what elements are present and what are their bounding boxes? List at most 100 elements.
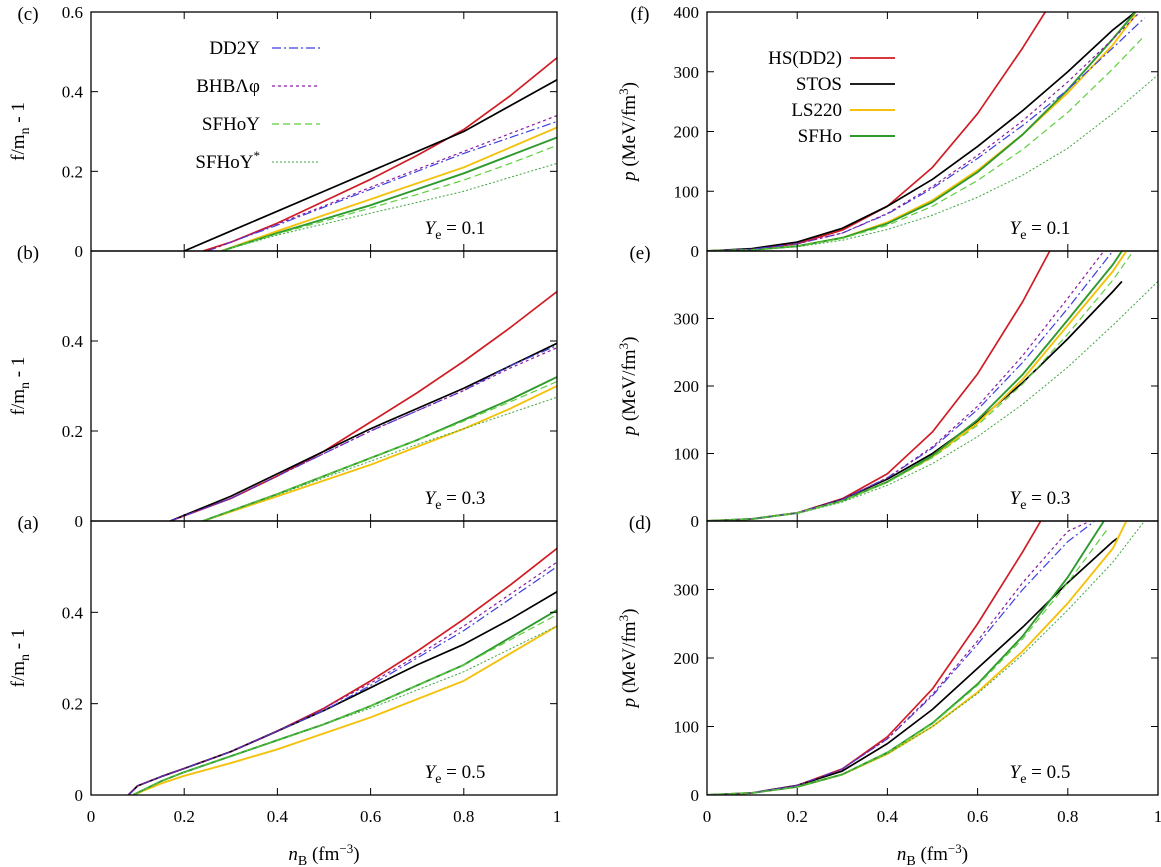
y-label-close: ) (619, 82, 640, 88)
ye-subscript: e (1020, 228, 1026, 243)
series-line-bhb (707, 251, 1105, 521)
series-line-ls220 (132, 625, 557, 795)
ye-subscript: e (1020, 772, 1026, 787)
x-label-close: ) (353, 844, 359, 865)
y-label-main: p (619, 426, 640, 438)
y-tick-label: 300 (674, 63, 700, 82)
series-line-stos (183, 78, 557, 251)
y-label-exp: 3 (616, 88, 631, 95)
series-line-sfhoy (707, 74, 1158, 251)
y-tick-label: 0 (75, 512, 84, 531)
y-tick-label: 300 (674, 581, 700, 600)
y-tick-label: 400 (674, 3, 700, 22)
x-tick-label: 0.4 (877, 807, 899, 826)
ye-value: = 0.5 (1026, 762, 1070, 783)
ye-symbol: Y (1010, 488, 1023, 509)
y-tick-label: 0 (691, 512, 700, 531)
ye-annotation: Ye = 0.1 (425, 218, 486, 243)
series-line-sfhoy (707, 281, 1158, 521)
y-axis-label: p (MeV/fm3) (616, 82, 640, 183)
panel-frame (90, 520, 558, 796)
ye-value: = 0.1 (1026, 218, 1070, 239)
ye-annotation: Ye = 0.3 (425, 488, 486, 513)
y-label-close: ) (619, 337, 640, 343)
y-tick-label: 100 (674, 182, 700, 201)
series-line-bhb (170, 347, 557, 521)
series-line-ls220 (707, 251, 1128, 521)
y-label-main: p (619, 698, 640, 710)
y-axis-label: f/mn - 1 (8, 357, 33, 416)
y-tick-label: 0.2 (62, 695, 83, 714)
ye-annotation: Ye = 0.5 (425, 762, 486, 787)
ye-symbol: Y (425, 762, 438, 783)
series-line-sfhoy (707, 527, 1109, 795)
y-tick-label: 200 (674, 123, 700, 142)
y-tick-label: 200 (674, 649, 700, 668)
y-tick-label: 0.6 (62, 3, 83, 22)
y-tick-label: 0 (75, 242, 84, 261)
series-line-sfho (707, 12, 1137, 251)
legend-label-hs-dd2: HS(DD2) (768, 48, 842, 69)
legend-label-sfho: SFHo (798, 126, 842, 147)
series-line-sfho (221, 136, 557, 251)
ye-value: = 0.1 (441, 218, 485, 239)
right-panel-f: 0 100 200 300 400 (f) Ye = 0.1 p (MeV/fm3) (616, 3, 1159, 261)
x-tick-label: 0.4 (267, 807, 289, 826)
series-line-stos (707, 12, 1136, 251)
series-line-stos (707, 280, 1123, 521)
x-label-exp: −3 (339, 841, 353, 856)
series-line-stos (127, 591, 557, 795)
y-tick-label: 0.4 (62, 332, 84, 351)
series-line-sfhoy (221, 144, 557, 251)
series-line-dd2y (707, 251, 1114, 521)
legend-label-sfhoy: SFHoY* (195, 148, 260, 173)
y-tick-label: 200 (674, 377, 700, 396)
series-line-hs-dd2 (707, 251, 1051, 521)
y-tick-label: 0.4 (62, 83, 84, 102)
panel-label: (b) (17, 243, 39, 264)
x-label-sub: B (906, 854, 915, 867)
series-line-bhb (207, 115, 557, 251)
y-label-unit: (MeV/fm (619, 621, 640, 698)
series-line-sfhoy (221, 162, 557, 251)
ye-subscript: e (435, 498, 441, 513)
series-line-sfhoy (202, 396, 557, 521)
legend-left: DD2Y BHBΛφ SFHoY SFHoY* (195, 38, 320, 173)
y-tick-label: 0.4 (62, 603, 84, 622)
x-tick-label: 0.2 (787, 807, 808, 826)
y-label-tail: - 1 (8, 357, 29, 382)
y-tick-label: 300 (674, 310, 700, 329)
ye-annotation: Ye = 0.1 (1010, 218, 1071, 243)
ye-annotation: Ye = 0.5 (1010, 762, 1071, 787)
y-axis-label: f/mn - 1 (8, 629, 33, 688)
series-line-sfho (202, 376, 557, 521)
y-axis-label: p (MeV/fm3) (616, 609, 640, 710)
x-tick-label: 1 (553, 807, 562, 826)
series-line-sfho (707, 521, 1105, 795)
series-line-stos (707, 537, 1118, 795)
ye-annotation: Ye = 0.3 (1010, 488, 1071, 513)
series-line-bhb (127, 561, 557, 795)
ye-symbol: Y (425, 218, 438, 239)
panel-label: (a) (17, 513, 38, 534)
x-axis-label: nB (fm−3) (288, 841, 359, 867)
series-line-hs-dd2 (202, 57, 557, 251)
series-line-dd2y (707, 17, 1145, 251)
ye-value: = 0.3 (1026, 488, 1070, 509)
y-axis-label: f/mn - 1 (8, 102, 33, 161)
ye-subscript: e (435, 228, 441, 243)
x-tick-label: 0.6 (360, 807, 381, 826)
ye-symbol: Y (1010, 762, 1023, 783)
y-tick-label: 0 (75, 786, 84, 805)
x-tick-label: 0 (87, 807, 96, 826)
series-line-sfhoy (707, 521, 1145, 795)
x-label-close: ) (962, 844, 968, 865)
ye-subscript: e (435, 772, 441, 787)
series-line-dd2y (707, 521, 1096, 795)
panel-label: (e) (629, 243, 650, 264)
legend-label-sup: * (254, 148, 261, 163)
left-panel-b: 0 0.2 0.4 (b) Ye = 0.3 f/mn - 1 (8, 243, 558, 531)
y-label-sub: n (18, 382, 33, 389)
series-line-hs-dd2 (169, 290, 557, 521)
